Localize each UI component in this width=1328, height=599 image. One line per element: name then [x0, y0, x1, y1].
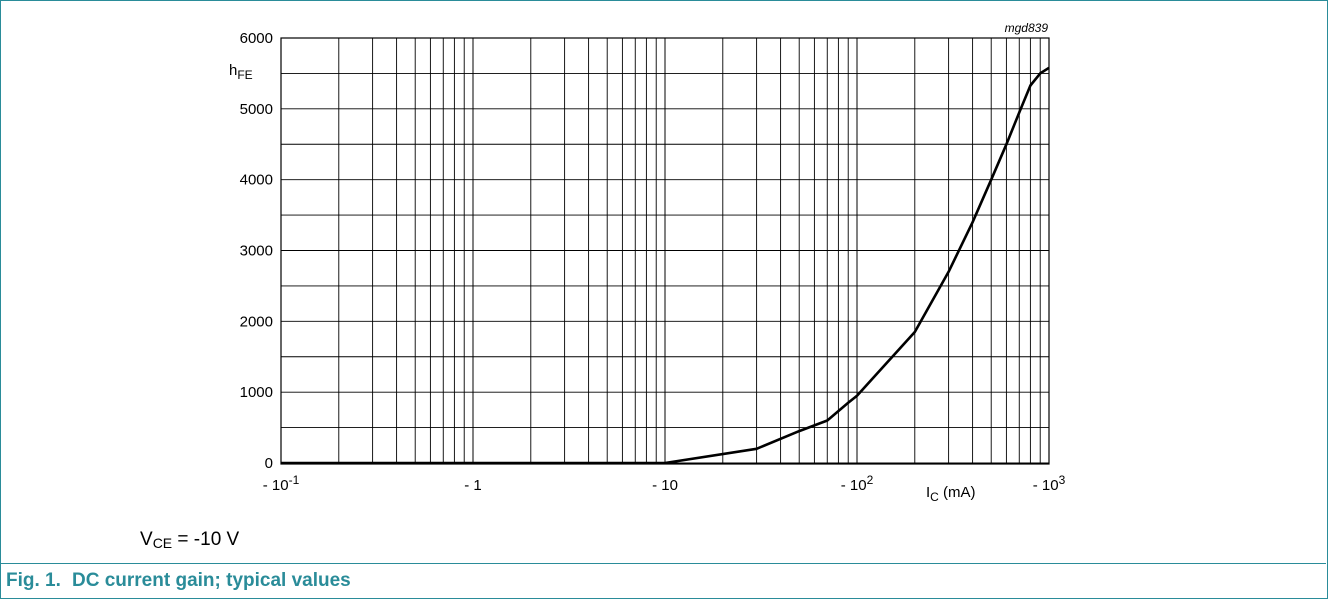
y-tick-label: 6000	[240, 30, 273, 47]
y-axis-label: hFE	[229, 62, 253, 82]
test-condition: VCE = -10 V	[140, 529, 240, 551]
figure-label: Fig. 1.	[6, 570, 61, 591]
y-tick-label: 4000	[240, 172, 273, 189]
x-tick-label: - 102	[841, 473, 874, 494]
x-tick-label: - 1	[464, 477, 482, 494]
figure-code: mgd839	[1005, 21, 1049, 35]
x-axis-label: IC (mA)	[926, 484, 976, 504]
x-tick-label: - 103	[1033, 473, 1066, 494]
series-line	[281, 66, 1050, 465]
figure-caption: Fig. 1. DC current gain; typical values	[0, 563, 1326, 598]
y-tick-label: 2000	[240, 313, 273, 330]
x-tick-label: - 10	[652, 477, 678, 494]
y-tick-label: 0	[265, 455, 273, 472]
figure-title: DC current gain; typical values	[72, 570, 351, 591]
x-tick-label: - 10-1	[263, 473, 300, 494]
y-tick-label: 5000	[240, 101, 273, 118]
x-tick-labels: - 10-1 - 1 - 10 - 102 - 103	[263, 473, 1066, 494]
y-tick-label: 1000	[240, 384, 273, 401]
grid-lines	[280, 37, 1049, 464]
y-tick-labels: 0 1000 2000 3000 4000 5000 6000	[240, 30, 273, 472]
y-tick-label: 3000	[240, 243, 273, 260]
